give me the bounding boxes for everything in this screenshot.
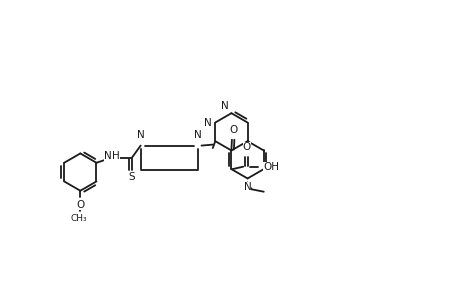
Text: N: N	[203, 118, 211, 128]
Text: N: N	[221, 101, 229, 111]
Text: S: S	[128, 172, 135, 182]
Text: OH: OH	[263, 162, 279, 172]
Text: H: H	[112, 151, 120, 161]
Text: O: O	[76, 200, 84, 210]
Text: O: O	[242, 142, 250, 152]
Text: N: N	[136, 130, 144, 140]
Text: N: N	[243, 182, 251, 192]
Text: CH₃: CH₃	[70, 214, 87, 223]
Text: N: N	[194, 130, 202, 140]
Text: N: N	[104, 151, 112, 161]
Text: O: O	[229, 125, 237, 135]
